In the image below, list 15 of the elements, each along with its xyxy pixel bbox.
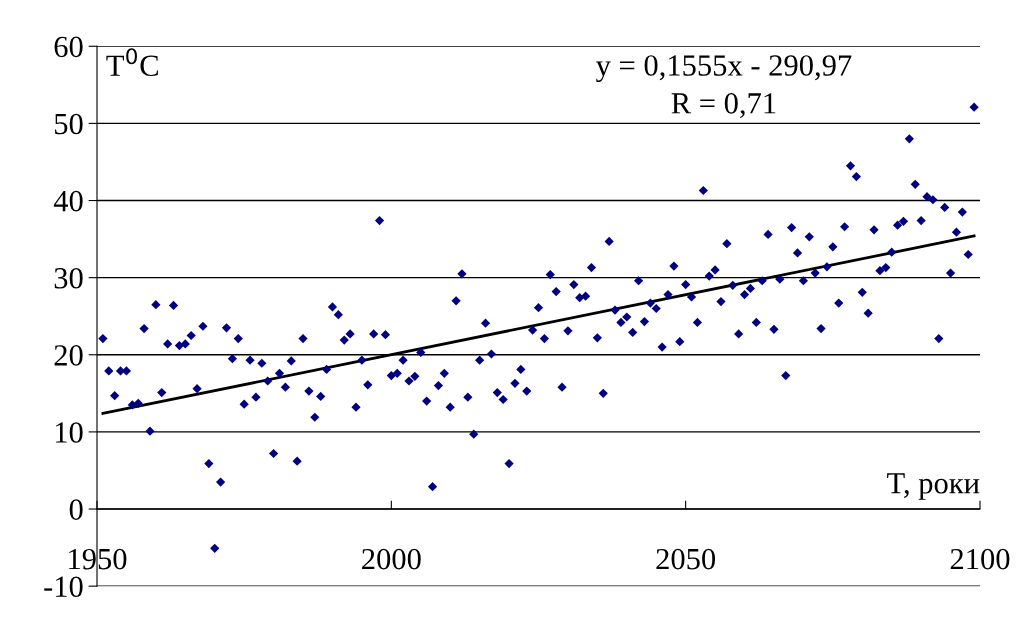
x-tick-label: 2000	[362, 548, 421, 570]
y-tick-label: 20	[54, 345, 83, 366]
annotation: y = 0,1555x - 290,97	[596, 55, 852, 83]
y-tick-label: 0	[69, 499, 83, 520]
x-axis-title: T, роки	[887, 473, 980, 500]
x-tick-label: 2050	[656, 548, 716, 570]
y-axis-title: T$^{0}$C	[106, 48, 158, 77]
y-tick-label: 60	[54, 36, 83, 58]
x-tick-label: 2100	[950, 548, 1010, 570]
y-tick-label: -10	[44, 576, 83, 598]
y-tick-label: 40	[53, 190, 83, 212]
y-tick-label: 10	[55, 422, 83, 443]
y-tick-label: 50	[55, 113, 83, 135]
annotation: R = 0,71	[671, 93, 776, 119]
y-tick-label: 30	[54, 267, 83, 289]
